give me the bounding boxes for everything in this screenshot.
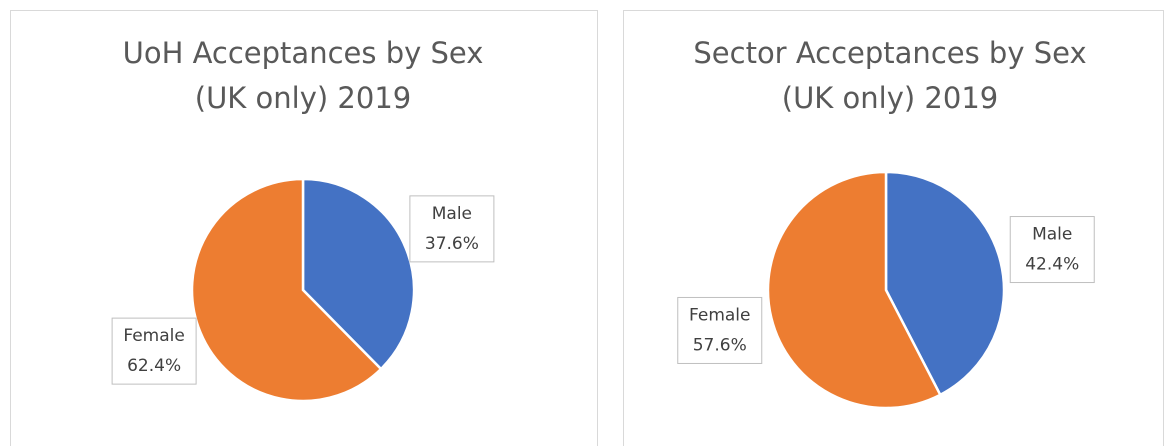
data-label-box (677, 296, 763, 364)
chart-title: Sector Acceptances by Sex (693, 36, 1086, 70)
chart-title: (UK only) 2019 (195, 81, 411, 115)
chart-title: (UK only) 2019 (782, 81, 998, 115)
data-label-category: Female (689, 305, 750, 325)
data-label-box (111, 317, 197, 385)
chart-title: UoH Acceptances by Sex (123, 36, 484, 70)
pie-slice (190, 177, 383, 403)
data-label-category: Male (1032, 225, 1072, 245)
pie-slice (301, 177, 416, 371)
data-label-category: Male (432, 204, 472, 224)
data-label-value: 62.4% (127, 356, 181, 376)
data-label-category: Female (123, 326, 184, 346)
pie-slice (884, 170, 1006, 397)
data-label-value: 37.6% (425, 234, 479, 254)
data-label-value: 42.4% (1025, 255, 1079, 275)
data-label-box (409, 195, 495, 263)
data-label-value: 57.6% (693, 335, 747, 355)
pie-slice (766, 170, 942, 410)
data-label-box (1009, 216, 1095, 284)
